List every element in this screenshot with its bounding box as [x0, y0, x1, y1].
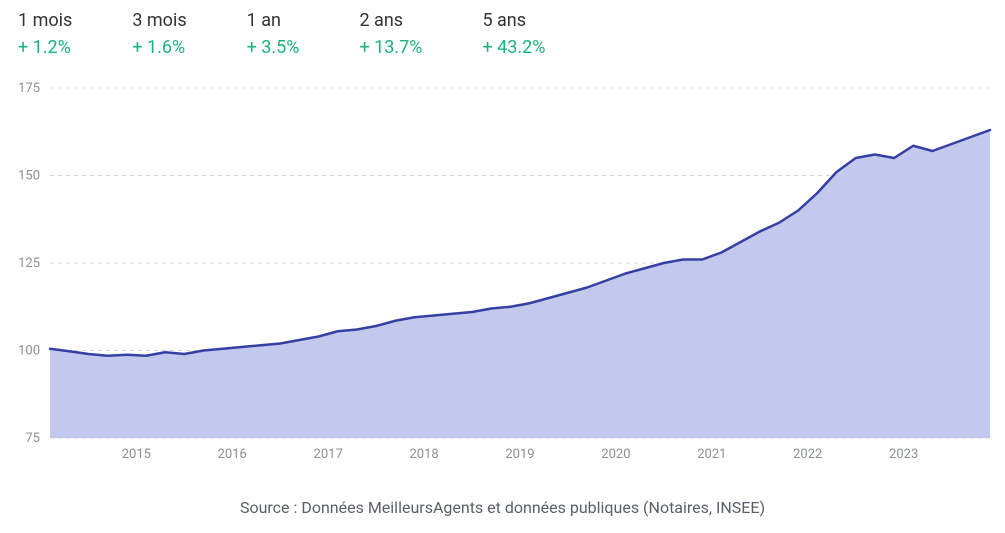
svg-text:175: 175 [18, 81, 40, 96]
stat-label: 3 mois [132, 10, 186, 31]
stat-value: + 43.2% [482, 37, 545, 58]
svg-text:2018: 2018 [409, 447, 438, 462]
svg-text:2021: 2021 [697, 447, 726, 462]
stat-value: + 3.5% [247, 37, 300, 58]
svg-text:2015: 2015 [122, 447, 151, 462]
stat-label: 1 an [247, 10, 300, 31]
stat-3mois: 3 mois + 1.6% [132, 10, 186, 58]
stat-label: 1 mois [18, 10, 72, 31]
svg-text:100: 100 [18, 344, 40, 359]
svg-text:75: 75 [25, 431, 40, 446]
stat-2ans: 2 ans + 13.7% [359, 10, 422, 58]
price-index-chart: 75 100 125 150 175 2015 2016 2017 2018 2019 2020 20… [10, 78, 995, 468]
stat-1an: 1 an + 3.5% [247, 10, 300, 58]
chart-svg: 75 100 125 150 175 2015 2016 2017 2018 2019 2020 20… [10, 78, 995, 468]
stats-row: 1 mois + 1.2% 3 mois + 1.6% 1 an + 3.5% … [10, 10, 995, 78]
svg-text:2019: 2019 [505, 447, 534, 462]
svg-text:150: 150 [18, 169, 40, 184]
svg-text:2017: 2017 [314, 447, 343, 462]
stat-5ans: 5 ans + 43.2% [482, 10, 545, 58]
svg-text:2016: 2016 [218, 447, 247, 462]
svg-text:2022: 2022 [793, 447, 822, 462]
svg-text:2020: 2020 [601, 447, 630, 462]
svg-text:125: 125 [18, 256, 40, 271]
stat-label: 5 ans [482, 10, 545, 31]
stat-value: + 13.7% [359, 37, 422, 58]
stat-1mois: 1 mois + 1.2% [18, 10, 72, 58]
source-text: Source : Données MeilleursAgents et donn… [10, 498, 995, 517]
stat-value: + 1.2% [18, 37, 72, 58]
svg-text:2023: 2023 [889, 447, 918, 462]
stat-value: + 1.6% [132, 37, 186, 58]
stat-label: 2 ans [359, 10, 422, 31]
